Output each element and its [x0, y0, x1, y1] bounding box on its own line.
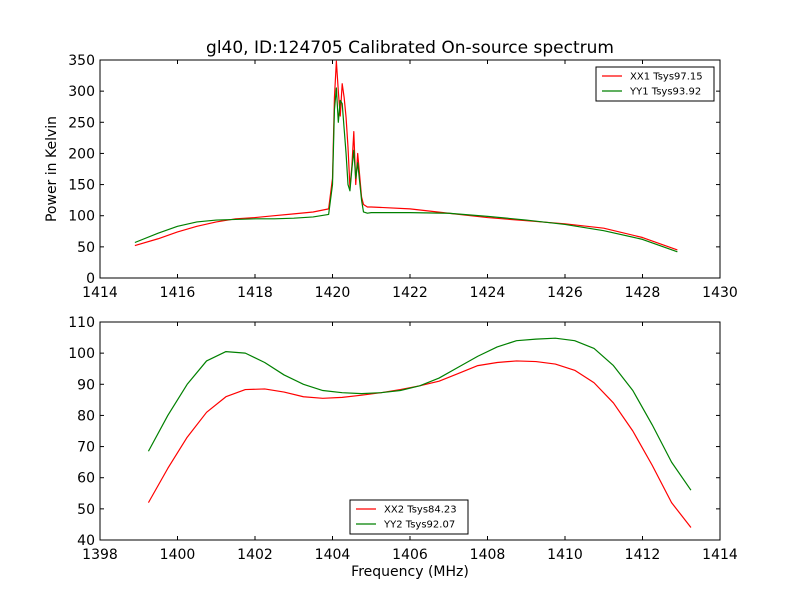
- series-line-yy2: [147, 337, 692, 491]
- x-tick-label: 1430: [702, 285, 738, 301]
- bottom-plot-area: 1398 1400 1402 1404 1406 1408 1410 1412 1414 40 50…: [68, 315, 738, 563]
- y-tick-label: 50: [77, 502, 95, 518]
- top-y-axis-label: Power in Kelvin: [44, 116, 60, 222]
- x-tick-label: 1412: [625, 547, 661, 563]
- legend-label: XX2 Tsys84.23: [384, 505, 457, 516]
- y-tick-label: 80: [77, 408, 95, 424]
- series-line-xx1: [134, 60, 678, 251]
- x-tick-label: 1422: [392, 285, 428, 301]
- bottom-spectrum-panel: Frequency (MHz) 1398 1400 1402 1404 1406 1408…: [68, 315, 738, 580]
- y-tick-label: 40: [77, 533, 95, 549]
- y-tick-label: 60: [77, 471, 95, 487]
- x-tick-label: 1416: [160, 285, 196, 301]
- legend-label: YY2 Tsys92.07: [383, 520, 455, 531]
- y-tick-label: 90: [77, 377, 95, 393]
- y-tick-label: 350: [68, 53, 95, 69]
- y-tick-label: 250: [68, 115, 95, 131]
- x-tick-label: 1404: [315, 547, 351, 563]
- x-tick-label: 1414: [82, 285, 118, 301]
- series-line-yy1: [134, 87, 678, 253]
- legend-box: [595, 66, 715, 102]
- y-tick-label: 100: [68, 209, 95, 225]
- y-tick-label: 70: [77, 440, 95, 456]
- bottom-x-axis-label: Frequency (MHz): [351, 564, 469, 580]
- top-spectrum-panel: gl40, ID:124705 Calibrated On-source spe…: [44, 38, 738, 301]
- x-tick-label: 1426: [547, 285, 583, 301]
- x-tick-label: 1418: [237, 285, 273, 301]
- y-tick-label: 100: [68, 346, 95, 362]
- legend: XX2 Tsys84.23 YY2 Tsys92.07: [349, 499, 469, 535]
- x-tick-label: 1428: [625, 285, 661, 301]
- legend: XX1 Tsys97.15 YY1 Tsys93.92: [595, 66, 715, 102]
- legend-label: XX1 Tsys97.15: [630, 72, 703, 83]
- x-tick-label: 1424: [470, 285, 506, 301]
- legend-label: YY1 Tsys93.92: [629, 87, 701, 98]
- x-tick-label: 1410: [547, 547, 583, 563]
- x-tick-label: 1402: [237, 547, 273, 563]
- x-tick-label: 1398: [82, 547, 118, 563]
- x-tick-label: 1414: [702, 547, 738, 563]
- x-tick-label: 1406: [392, 547, 428, 563]
- x-tick-label: 1400: [160, 547, 196, 563]
- x-tick-label: 1408: [470, 547, 506, 563]
- y-tick-label: 200: [68, 146, 95, 162]
- y-tick-label: 0: [86, 271, 95, 287]
- top-plot-area: 1414 1416 1418 1420 1422 1424 1426 1428 1430 0 50 1…: [68, 53, 738, 301]
- x-tick-label: 1420: [315, 285, 351, 301]
- y-tick-label: 110: [68, 315, 95, 331]
- y-tick-label: 50: [77, 240, 95, 256]
- y-tick-label: 300: [68, 84, 95, 100]
- legend-box: [349, 499, 469, 535]
- top-chart-title: gl40, ID:124705 Calibrated On-source spe…: [206, 38, 614, 58]
- y-tick-label: 150: [68, 178, 95, 194]
